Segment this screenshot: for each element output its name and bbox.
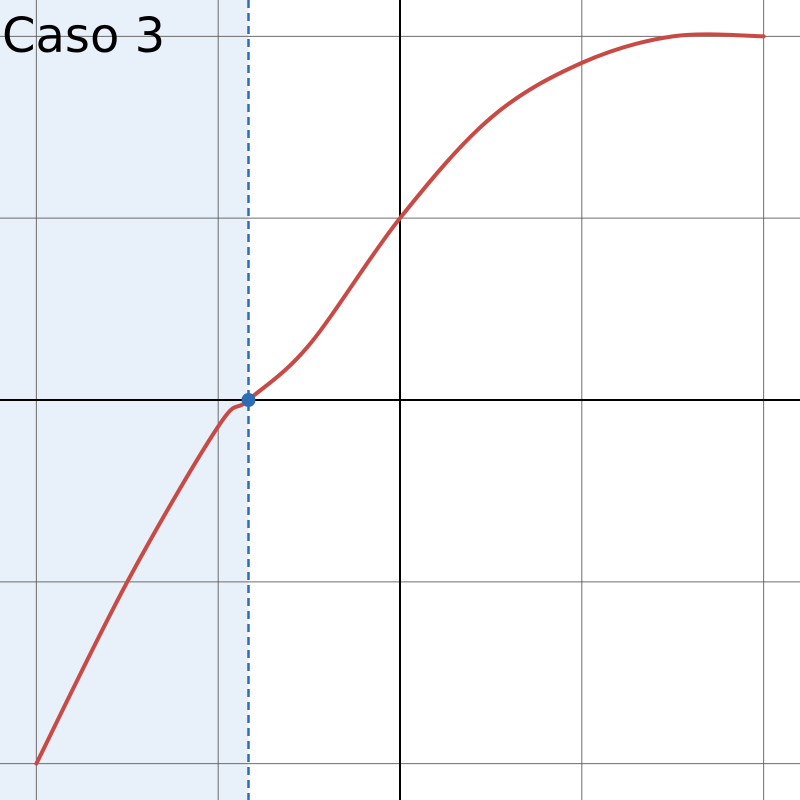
curve-series [34, 32, 766, 766]
point-markers [241, 393, 256, 407]
chart-title: Caso 3 [2, 8, 166, 64]
intersection-point [241, 393, 256, 407]
